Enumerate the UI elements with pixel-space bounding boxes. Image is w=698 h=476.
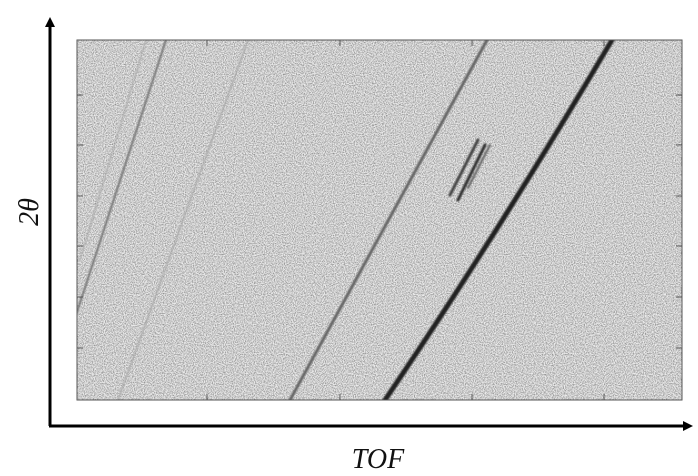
image-noise: [77, 40, 682, 400]
trace: [117, 40, 249, 400]
frame-ticks: [77, 40, 682, 400]
trace: [79, 40, 147, 261]
trace: [456, 143, 487, 202]
x-axis-label: TOF: [352, 444, 405, 475]
detector-image: [77, 40, 682, 400]
trace: [288, 40, 489, 400]
trace: [77, 40, 167, 313]
y-axis-label: 2θ: [14, 198, 45, 226]
image-frame: [76, 39, 683, 401]
trace: [382, 40, 615, 400]
trace: [448, 138, 480, 197]
trace: [467, 144, 491, 189]
